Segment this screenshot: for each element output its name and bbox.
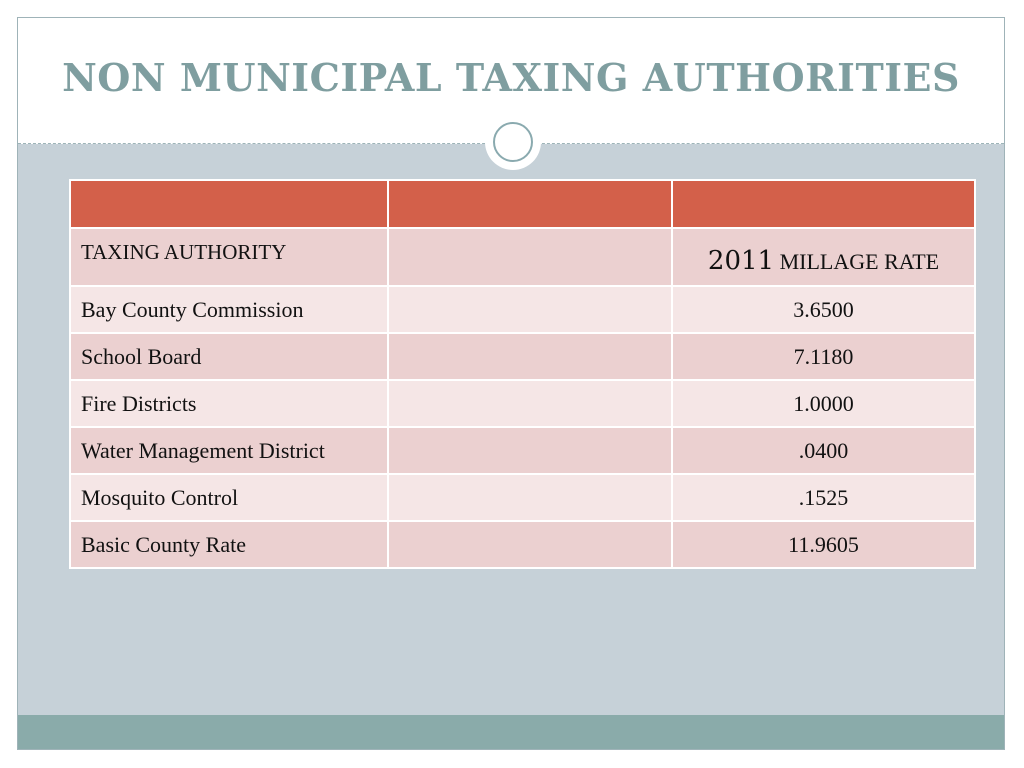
rate-label: MILLAGE RATE <box>779 249 940 274</box>
authority-name: Water Management District <box>69 426 389 475</box>
table-row: Basic County Rate 11.9605 <box>69 520 976 569</box>
millage-rate: 7.1180 <box>671 332 976 381</box>
millage-rate: 11.9605 <box>671 520 976 569</box>
empty-cell <box>387 285 673 334</box>
table-row: Fire Districts 1.0000 <box>69 379 976 428</box>
millage-rate: 3.6500 <box>671 285 976 334</box>
empty-cell <box>387 227 673 287</box>
footer-band <box>18 715 1004 749</box>
millage-rate-label: 2011 MILLAGE RATE <box>671 227 976 287</box>
circle-ring-icon <box>493 122 533 162</box>
header-cell <box>69 179 389 229</box>
slide: NON MUNICIPAL TAXING AUTHORITIES TAXING … <box>17 17 1005 750</box>
table-row: Water Management District .0400 <box>69 426 976 475</box>
millage-rate: .1525 <box>671 473 976 522</box>
header-cell <box>387 179 673 229</box>
table-row-labels: TAXING AUTHORITY 2011 MILLAGE RATE <box>69 227 976 287</box>
circle-ornament-icon <box>485 114 541 170</box>
table-row: Bay County Commission 3.6500 <box>69 285 976 334</box>
millage-rate: .0400 <box>671 426 976 475</box>
header-cell <box>671 179 976 229</box>
authority-name: School Board <box>69 332 389 381</box>
empty-cell <box>387 520 673 569</box>
slide-title: NON MUNICIPAL TAXING AUTHORITIES <box>62 55 960 100</box>
authority-name: Bay County Commission <box>69 285 389 334</box>
table-row: School Board 7.1180 <box>69 332 976 381</box>
millage-rate: 1.0000 <box>671 379 976 428</box>
rate-year: 2011 <box>707 246 775 276</box>
empty-cell <box>387 473 673 522</box>
table-row: Mosquito Control .1525 <box>69 473 976 522</box>
authority-name: Fire Districts <box>69 379 389 428</box>
taxing-authority-label: TAXING AUTHORITY <box>69 227 389 287</box>
millage-table: TAXING AUTHORITY 2011 MILLAGE RATE Bay C… <box>69 179 976 569</box>
authority-name: Basic County Rate <box>69 520 389 569</box>
table-header-band <box>69 179 976 229</box>
authority-name: Mosquito Control <box>69 473 389 522</box>
empty-cell <box>387 379 673 428</box>
empty-cell <box>387 426 673 475</box>
empty-cell <box>387 332 673 381</box>
